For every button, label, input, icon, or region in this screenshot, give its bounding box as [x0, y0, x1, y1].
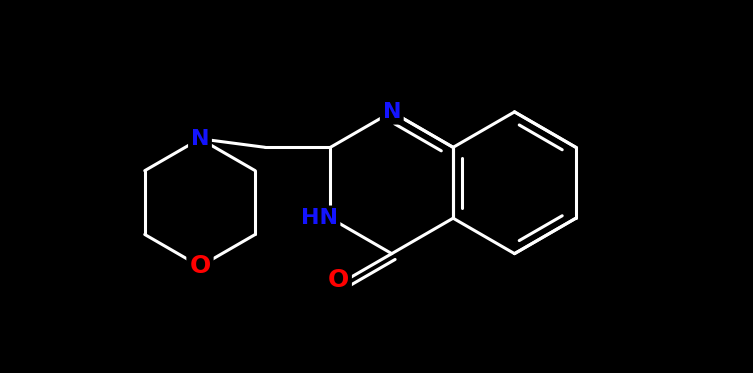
Text: O: O — [328, 269, 349, 292]
Text: O: O — [328, 269, 349, 292]
Text: HN: HN — [300, 208, 337, 228]
Text: N: N — [383, 102, 401, 122]
Text: O: O — [189, 254, 211, 278]
Text: N: N — [191, 129, 209, 149]
